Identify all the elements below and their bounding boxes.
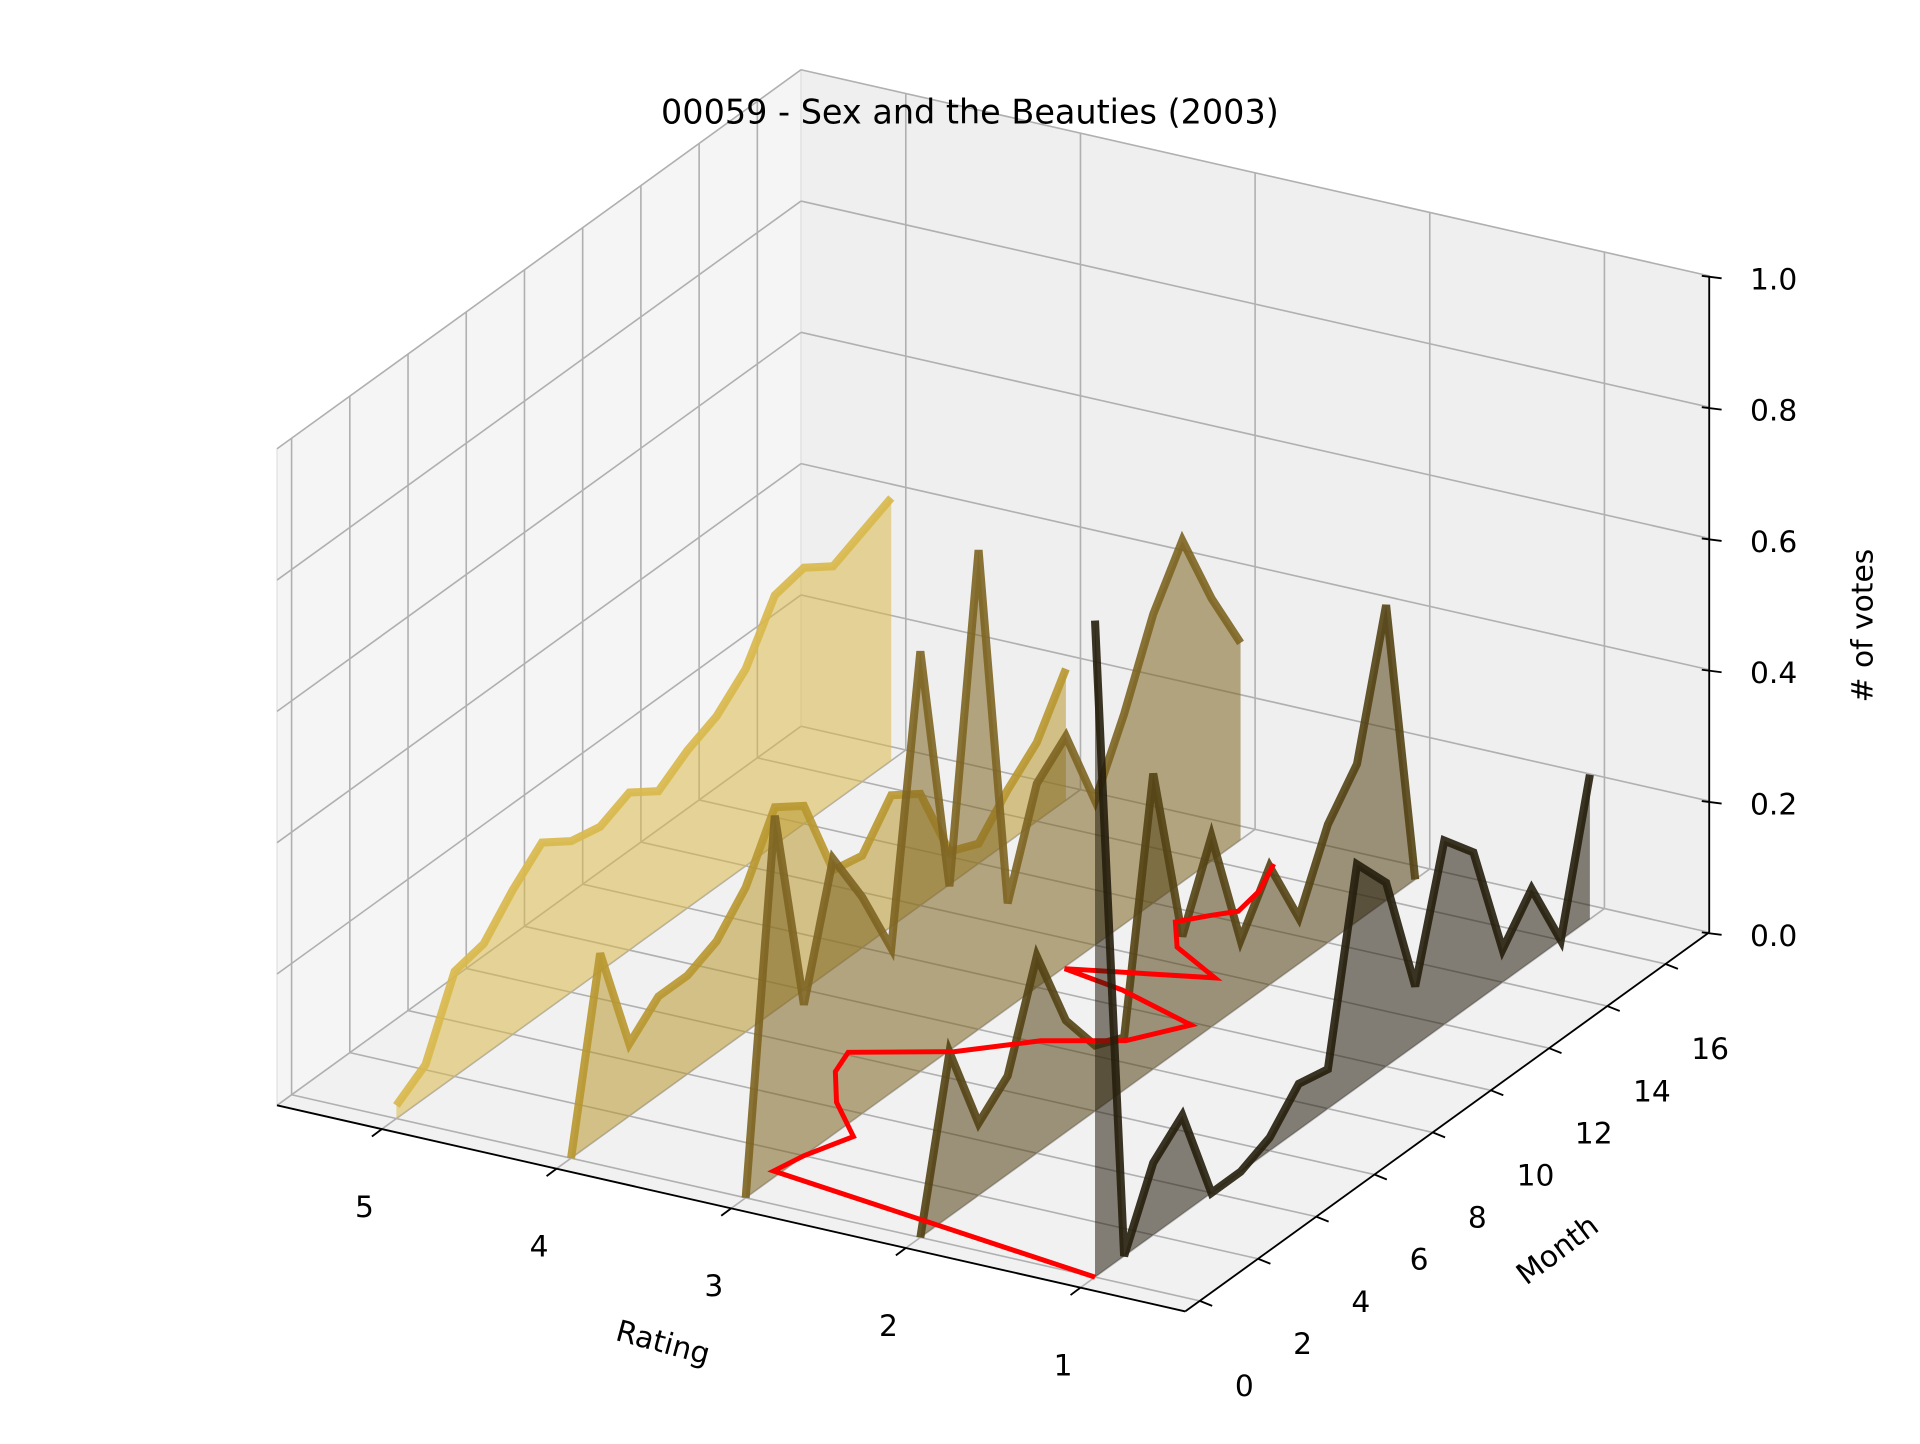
- z-tick-label: 1.0: [1750, 262, 1797, 297]
- z-tick-label: 0.2: [1750, 788, 1797, 823]
- series-area: [745, 540, 1241, 1198]
- tick-mark: [1701, 800, 1722, 805]
- tick-mark: [546, 1167, 558, 1177]
- series-area: [396, 497, 892, 1119]
- x-axis-line: [276, 1104, 1186, 1313]
- x-tick-label: 5: [355, 1190, 374, 1225]
- grid-line: [276, 200, 802, 581]
- tick-mark: [895, 1247, 907, 1257]
- grid-line: [276, 331, 802, 713]
- y-tick-label: 10: [1517, 1159, 1555, 1194]
- y-tick-label: 12: [1575, 1116, 1613, 1151]
- y-tick-label: 16: [1691, 1032, 1729, 1067]
- tick-mark: [720, 1207, 732, 1217]
- tick-mark: [1069, 1286, 1082, 1296]
- grid-line: [800, 594, 1710, 802]
- grid-line: [800, 68, 1710, 277]
- tick-mark: [1199, 1300, 1213, 1307]
- plot-area: 00059 - Sex and the Beauties (2003) Ratin…: [275, 68, 1881, 1404]
- tick-mark: [1701, 537, 1722, 542]
- z-tick-label: 0.4: [1750, 656, 1797, 691]
- x-tick-label: 2: [879, 1309, 898, 1344]
- y-tick-label: 14: [1633, 1074, 1671, 1109]
- x-tick-label: 4: [530, 1229, 549, 1264]
- series-line: [916, 604, 1420, 1239]
- chart-title: 00059 - Sex and the Beauties (2003): [661, 92, 1279, 131]
- z-tick-label: 0.8: [1750, 394, 1797, 429]
- tick-mark: [1701, 274, 1722, 280]
- tick-mark: [1432, 1131, 1446, 1139]
- y-tick-label: 6: [1410, 1243, 1429, 1278]
- grid-line: [800, 462, 1710, 671]
- grid-line: [276, 69, 802, 450]
- grid-line: [276, 462, 802, 844]
- x-tick-label: 3: [704, 1269, 723, 1304]
- grid-line: [276, 594, 802, 975]
- tick-mark: [1606, 1005, 1621, 1012]
- x-tick-label: 1: [1054, 1348, 1073, 1383]
- tick-mark: [1374, 1173, 1388, 1181]
- tick-mark: [1701, 668, 1722, 674]
- tick-mark: [1701, 931, 1722, 936]
- y-axis-line: [1184, 931, 1710, 1313]
- tick-mark: [1490, 1089, 1504, 1097]
- grid-line: [800, 725, 1710, 934]
- series-line: [393, 495, 895, 1108]
- grid-line: [800, 331, 1710, 540]
- tick-mark: [1548, 1047, 1562, 1055]
- x-axis-label: Rating: [612, 1314, 714, 1373]
- z-tick-label: 0.0: [1750, 919, 1797, 954]
- grid-line: [800, 200, 1710, 408]
- series-area: [920, 605, 1416, 1238]
- y-tick-label: 4: [1351, 1285, 1370, 1320]
- y-axis-label: Month: [1510, 1208, 1605, 1292]
- series-line: [741, 530, 1244, 1199]
- tick-mark: [1315, 1215, 1329, 1223]
- series-line: [1090, 620, 1594, 1258]
- tick-mark: [1701, 406, 1722, 411]
- tick-mark: [1257, 1257, 1271, 1265]
- tick-mark: [371, 1128, 383, 1138]
- y-tick-label: 2: [1293, 1327, 1312, 1362]
- series-area: [1095, 620, 1590, 1278]
- mean-rating-line: [767, 862, 1276, 1280]
- tick-mark: [1665, 963, 1679, 970]
- z-axis-label: # of votes: [1846, 549, 1881, 703]
- y-tick-label: 0: [1235, 1369, 1254, 1404]
- y-tick-label: 8: [1468, 1201, 1487, 1236]
- z-tick-label: 0.6: [1750, 525, 1797, 560]
